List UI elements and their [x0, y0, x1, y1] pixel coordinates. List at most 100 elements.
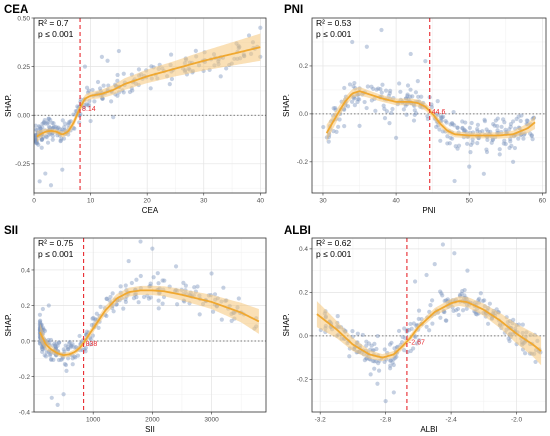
- scatter-point: [454, 308, 459, 313]
- r-squared-text: R² = 0.53: [316, 18, 351, 28]
- scatter-point: [396, 328, 402, 334]
- scatter-point: [460, 308, 466, 313]
- scatter-point: [88, 337, 93, 342]
- scatter-point: [97, 86, 103, 91]
- scatter-point: [502, 120, 507, 125]
- scatter-point: [352, 80, 357, 86]
- y-tick-label: 0.4: [299, 246, 308, 253]
- scatter-point: [487, 301, 492, 306]
- scatter-point: [512, 145, 518, 151]
- scatter-point: [364, 105, 369, 111]
- scatter-point: [462, 128, 468, 133]
- scatter-point: [511, 317, 516, 322]
- scatter-point: [408, 51, 413, 57]
- scatter-point: [121, 71, 126, 76]
- scatter-point: [467, 125, 472, 130]
- scatter-point: [84, 102, 89, 107]
- scatter-point: [369, 84, 374, 89]
- y-tick-label: 0.0: [21, 338, 30, 345]
- threshold-label: 838: [86, 341, 98, 348]
- scatter-point: [68, 343, 73, 348]
- scatter-point: [42, 118, 47, 123]
- scatter-point: [482, 117, 487, 122]
- scatter-point: [101, 83, 106, 88]
- scatter-point: [175, 302, 180, 307]
- y-axis-label: SHAP.: [282, 94, 291, 117]
- scatter-point: [388, 358, 394, 363]
- scatter-point: [405, 92, 410, 97]
- scatter-point: [430, 321, 435, 326]
- scatter-point: [131, 296, 137, 301]
- scatter-point: [485, 321, 491, 326]
- y-axis-label: SHAP.: [282, 314, 291, 337]
- scatter-point: [430, 298, 435, 303]
- scatter-point: [151, 275, 156, 280]
- scatter-point: [494, 307, 499, 312]
- scatter-point: [58, 139, 63, 144]
- scatter-point: [342, 85, 347, 91]
- scatter-point: [94, 311, 99, 316]
- scatter-point: [473, 311, 478, 316]
- scatter-point: [77, 120, 82, 125]
- scatter-point: [95, 79, 101, 85]
- plot-area: [34, 238, 266, 412]
- scatter-point: [475, 129, 480, 134]
- scatter-point: [37, 179, 42, 184]
- scatter-point: [482, 298, 487, 303]
- scatter-point: [56, 357, 62, 363]
- scatter-point: [44, 134, 49, 140]
- scatter-point: [218, 74, 223, 79]
- scatter-point: [364, 343, 369, 348]
- scatter-point: [106, 83, 111, 88]
- scatter-point: [360, 332, 365, 338]
- scatter-point: [388, 363, 393, 368]
- scatter-point: [335, 314, 340, 319]
- scatter-point: [61, 347, 66, 352]
- scatter-point: [387, 342, 393, 347]
- scatter-point: [462, 287, 467, 293]
- scatter-point: [58, 127, 63, 132]
- scatter-point: [509, 143, 514, 148]
- scatter-point: [168, 52, 174, 57]
- scatter-point: [478, 291, 483, 296]
- scatter-point: [59, 136, 64, 141]
- scatter-point: [336, 124, 341, 129]
- x-tick-label: 2000: [145, 417, 160, 424]
- scatter-point: [508, 121, 513, 127]
- scatter-point: [372, 359, 377, 364]
- scatter-point: [485, 137, 490, 142]
- scatter-point: [39, 346, 45, 351]
- scatter-point: [156, 298, 161, 303]
- scatter-point: [452, 178, 457, 184]
- scatter-point: [352, 103, 357, 108]
- fitted-curve: [39, 289, 260, 357]
- scatter-point: [450, 120, 455, 126]
- scatter-point: [475, 122, 481, 127]
- scatter-point: [514, 116, 519, 122]
- scatter-point: [387, 121, 392, 126]
- scatter-point: [91, 315, 96, 321]
- scatter-point: [432, 262, 437, 267]
- scatter-points: [321, 27, 537, 184]
- scatter-point: [104, 296, 110, 301]
- scatter-point: [397, 81, 402, 86]
- scatter-point: [115, 78, 120, 83]
- scatter-point: [467, 164, 472, 169]
- scatter-point: [369, 343, 374, 348]
- scatter-point: [383, 88, 389, 93]
- panel-border: [33, 17, 267, 194]
- scatter-point: [438, 138, 443, 143]
- scatter-point: [424, 272, 429, 278]
- confidence-band: [316, 296, 542, 366]
- x-tick-label: 50: [466, 198, 474, 205]
- scatter-point: [331, 129, 336, 134]
- scatter-point: [382, 347, 387, 352]
- panel-border: [33, 237, 267, 413]
- scatter-point: [136, 300, 141, 305]
- scatter-point: [46, 120, 51, 125]
- scatter-point: [345, 104, 351, 109]
- scatter-point: [43, 134, 49, 139]
- x-axis-label: ALBI: [420, 425, 437, 434]
- scatter-point: [37, 312, 43, 317]
- scatter-point: [123, 299, 128, 305]
